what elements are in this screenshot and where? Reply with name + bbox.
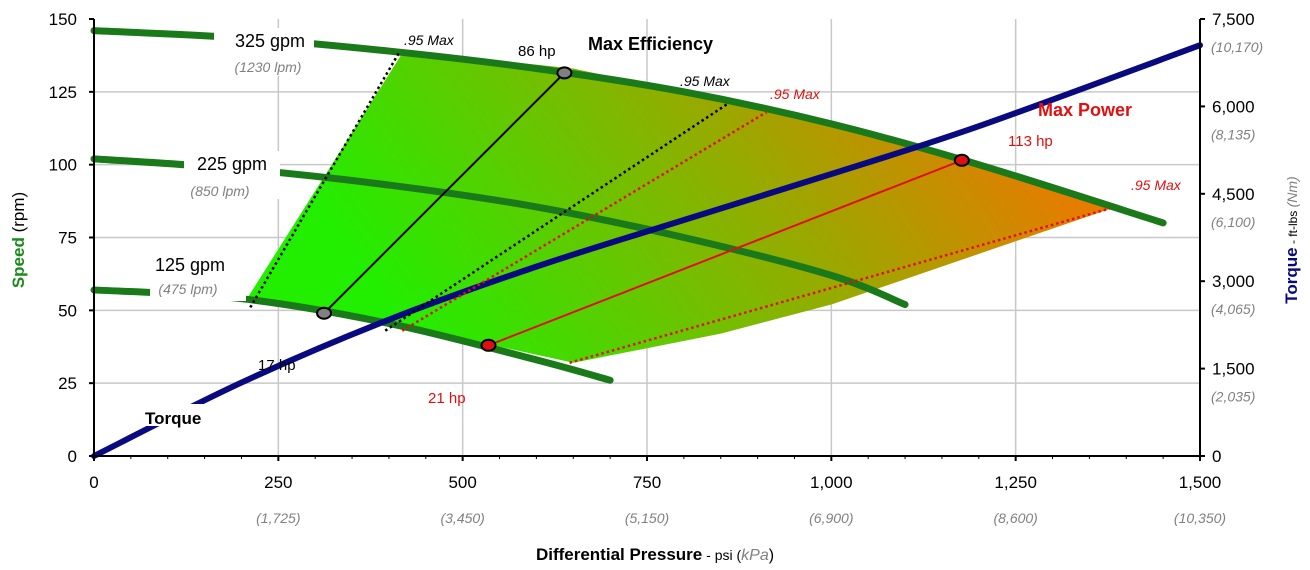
flow-label-background [214,28,314,76]
power-bound-line-2 [569,207,1111,364]
x-tick-secondary-label: (6,900) [809,510,853,526]
power-bound-line-1 [401,111,768,332]
torque-label-background [136,404,224,426]
power-bound-label-1: .95 Max [770,86,821,102]
torque-curve [91,42,1203,459]
max-efficiency-label: Max Efficiency [588,34,713,54]
power-bound-label-2: .95 Max [1131,177,1182,193]
y-left-tick-label: 0 [68,447,77,466]
x-axis-title: Differential Pressure - psi (kPa) [536,545,774,564]
max-efficiency-top-point [556,66,573,80]
flow-curve-label-2: 225 gpm [197,154,267,174]
y-right-tick-label: 3,000 [1212,272,1255,291]
y-right-tick-label: 1,500 [1212,360,1255,379]
y-axis-left-title: Speed (rpm) [9,192,28,288]
x-tick-label: 250 [264,473,292,492]
torque-curve-label: Torque [145,409,201,428]
max-power-line [488,159,963,347]
y-right-tick-label: 4,500 [1212,185,1255,204]
x-tick-label: 750 [633,473,661,492]
x-tick-secondary-label: (3,450) [440,510,484,526]
flow-label-background [184,151,280,199]
max-efficiency-top-hp: 86 hp [518,43,556,60]
y-right-tick-secondary-label: (4,065) [1211,301,1255,317]
x-tick-label: 1,250 [994,473,1037,492]
y-right-tick-secondary-label: (2,035) [1211,389,1255,405]
y-right-tick-secondary-label: (10,170) [1211,39,1263,55]
flow-curve-sublabel-1: (1230 lpm) [235,59,302,75]
y-right-tick-label: 0 [1212,447,1221,466]
y-left-tick-label: 150 [49,10,77,29]
flow-curve-label-1: 325 gpm [235,31,305,51]
operating-region [245,51,1112,363]
flow-curve-sublabel-3: (475 lpm) [158,281,217,297]
x-tick-secondary-label: (10,350) [1174,510,1226,526]
max-power-bottom-point [480,338,497,352]
x-tick-label: 1,500 [1179,473,1222,492]
x-tick-label: 0 [89,473,98,492]
x-tick-secondary-label: (8,600) [993,510,1037,526]
efficiency-bound-label-2: .95 Max [680,73,731,89]
flow-label-background [150,253,246,301]
max-efficiency-bottom-hp: 17 hp [258,357,296,374]
y-left-tick-label: 25 [58,374,77,393]
efficiency-bound-line-2 [384,102,729,332]
max-power-bottom-hp: 21 hp [428,390,466,407]
y-right-tick-label: 6,000 [1212,97,1255,116]
flow-curve-sublabel-2: (850 lpm) [190,183,249,199]
x-tick-secondary-label: (5,150) [625,510,669,526]
y-right-tick-secondary-label: (8,135) [1211,126,1255,142]
y-left-tick-label: 75 [58,229,77,248]
y-left-tick-label: 100 [49,156,77,175]
y-right-tick-label: 7,500 [1212,10,1255,29]
y-left-tick-label: 125 [49,83,77,102]
max-power-top-hp: 113 hp [1008,133,1053,150]
max-power-label: Max Power [1038,100,1132,120]
x-tick-secondary-label: (1,725) [256,510,300,526]
y-right-tick-secondary-label: (6,100) [1211,214,1255,230]
max-power-top-point [953,153,970,167]
x-tick-label: 500 [448,473,476,492]
flow-curve-label-3: 125 gpm [155,255,225,275]
max-efficiency-bottom-point [316,306,333,320]
y-axis-right-title: Torque - ft-lbs (Nm) [1282,176,1301,303]
x-tick-label: 1,000 [810,473,853,492]
efficiency-bound-label-1: .95 Max [404,32,455,48]
max-efficiency-line [323,72,566,314]
axes [89,18,1205,461]
y-left-tick-label: 50 [58,301,77,320]
